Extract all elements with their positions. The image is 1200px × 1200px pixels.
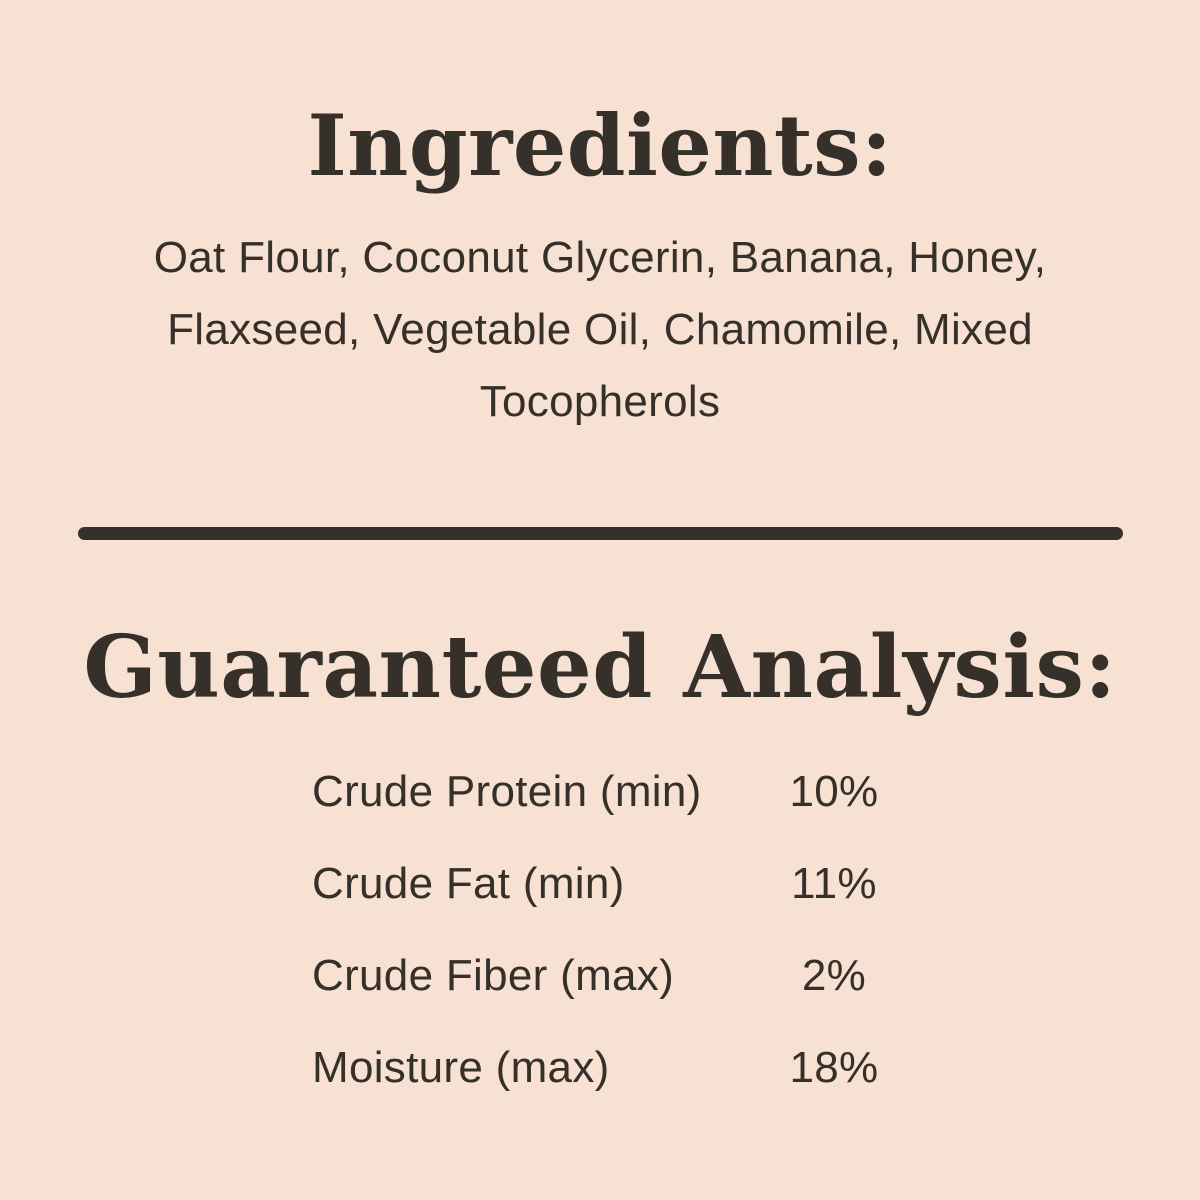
analysis-row-crude-fat: Crude Fat (min) 11% xyxy=(312,838,909,930)
ingredients-line-2: Flaxseed, Vegetable Oil, Chamomile, Mixe… xyxy=(167,305,1033,354)
analysis-row-label: Crude Fiber (max) xyxy=(312,951,675,1000)
ingredients-line-3: Tocopherols xyxy=(479,377,721,426)
guaranteed-analysis-title: Guaranteed Analysis: xyxy=(83,617,1117,718)
analysis-row-label: Crude Protein (min) xyxy=(312,767,702,816)
section-divider xyxy=(78,527,1123,540)
analysis-row-value: 2% xyxy=(801,951,867,1000)
analysis-row-value: 18% xyxy=(789,1043,879,1092)
analysis-row-label: Crude Fat (min) xyxy=(312,859,625,908)
analysis-row-label: Moisture (max) xyxy=(312,1043,610,1092)
analysis-row-moisture: Moisture (max) 18% xyxy=(312,1022,909,1114)
ingredients-title: Ingredients: xyxy=(307,96,893,195)
analysis-row-crude-fiber: Crude Fiber (max) 2% xyxy=(312,930,909,1022)
ingredients-list: Oat Flour, Coconut Glycerin, Banana, Hon… xyxy=(0,222,1200,438)
analysis-row-crude-protein: Crude Protein (min) 10% xyxy=(312,746,909,838)
analysis-row-value: 11% xyxy=(791,859,877,908)
analysis-row-value: 10% xyxy=(789,767,879,816)
ingredients-line-1: Oat Flour, Coconut Glycerin, Banana, Hon… xyxy=(153,233,1047,282)
guaranteed-analysis-table: Crude Protein (min) 10% Crude Fat (min) … xyxy=(312,746,909,1114)
